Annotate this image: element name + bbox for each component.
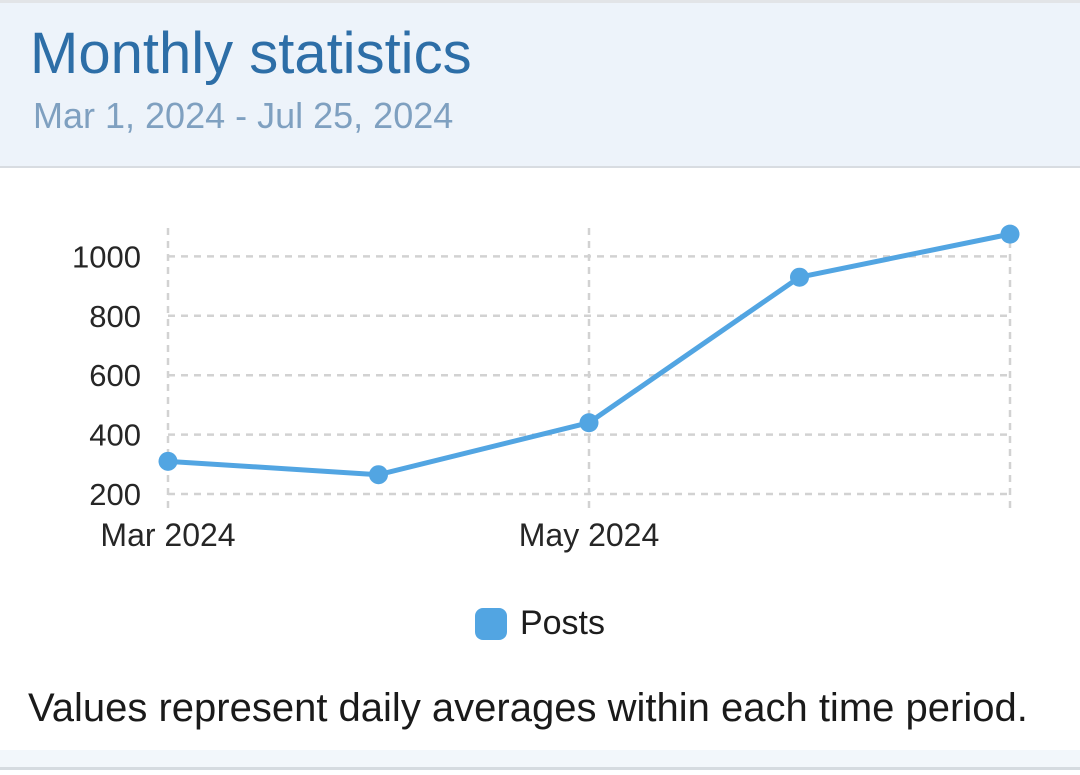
y-tick-label: 600 (89, 358, 141, 393)
line-chart: 200 400 600 800 1000 Mar 2024 May 2024 (72, 224, 1020, 553)
data-point[interactable] (369, 465, 388, 485)
data-point[interactable] (790, 267, 809, 287)
legend-swatch-posts[interactable] (474, 607, 507, 640)
legend[interactable]: Posts (0, 604, 1080, 643)
footer-strip (0, 750, 1080, 770)
y-tick-label: 1000 (72, 239, 141, 274)
chart-section: 200 400 600 800 1000 Mar 2024 May 2024 Posts V… (0, 180, 1080, 731)
top-border-line (0, 0, 1080, 3)
note-text: Values represent daily averages within e… (28, 686, 1028, 730)
date-range: Mar 1, 2024 - Jul 25, 2024 (33, 94, 454, 136)
legend-label[interactable]: Posts (519, 604, 606, 642)
page-title: Monthly statistics (30, 21, 472, 86)
data-point[interactable] (1000, 224, 1020, 244)
y-tick-label: 800 (89, 299, 141, 334)
x-tick-label: Mar 2024 (100, 517, 235, 553)
header-divider (0, 166, 1080, 168)
header: Monthly statistics Mar 1, 2024 - Jul 25,… (0, 3, 1080, 166)
y-tick-label: 200 (89, 477, 141, 512)
y-tick-label: 400 (89, 418, 141, 453)
data-point[interactable] (158, 451, 178, 471)
x-tick-label: May 2024 (519, 517, 660, 553)
data-point[interactable] (579, 413, 599, 433)
